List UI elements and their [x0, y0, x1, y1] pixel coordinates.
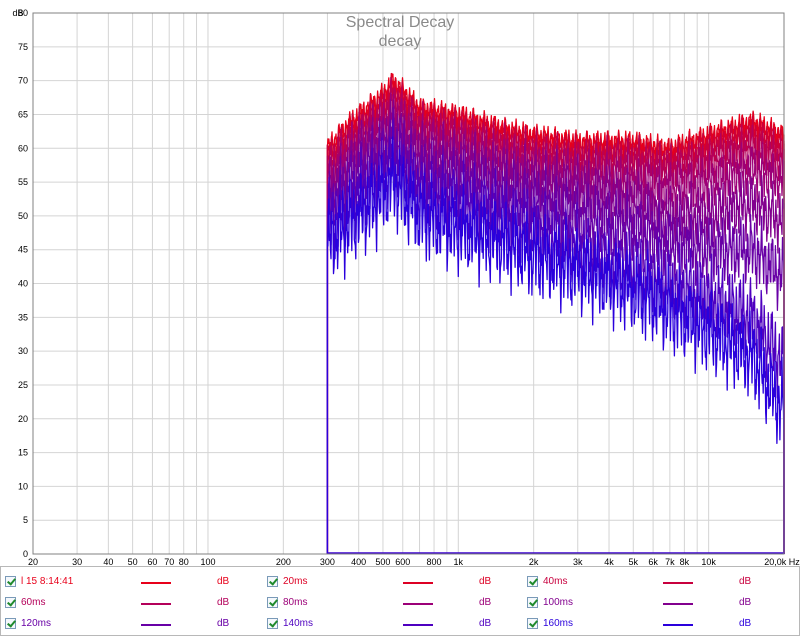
x-tick-label: 3k	[573, 557, 583, 566]
y-tick-label: 15	[18, 448, 28, 458]
legend-item[interactable]: 120ms dB	[5, 614, 255, 634]
x-tick-label: 800	[427, 557, 442, 566]
x-tick-label: 10k	[701, 557, 716, 566]
y-tick-label: 55	[18, 177, 28, 187]
legend-item[interactable]: 140ms dB	[267, 614, 517, 634]
y-tick-label: 25	[18, 380, 28, 390]
y-tick-label: 20	[18, 414, 28, 424]
x-tick-label: 1k	[454, 557, 464, 566]
plot-frame	[32, 12, 785, 555]
legend-checkbox[interactable]	[527, 618, 538, 629]
legend-item-label: 60ms	[21, 597, 46, 608]
legend-unit: dB	[217, 618, 230, 629]
legend-line-swatch	[663, 603, 693, 605]
x-tick-label: 500	[375, 557, 390, 566]
x-tick-label: 20,0k Hz	[764, 557, 800, 566]
y-tick-label: 10	[18, 481, 28, 491]
legend-item[interactable]: 20ms dB	[267, 572, 517, 592]
x-tick-label: 40	[103, 557, 113, 566]
chart-subtitle: decay	[379, 33, 422, 50]
legend-line-swatch	[663, 582, 693, 584]
series-line	[326, 77, 785, 554]
legend-line-swatch	[403, 603, 433, 605]
x-tick-label: 4k	[604, 557, 614, 566]
legend-unit: dB	[739, 618, 752, 629]
series-line	[326, 107, 785, 554]
series-line	[326, 76, 785, 554]
x-tick-label: 2k	[529, 557, 539, 566]
x-tick-label: 600	[395, 557, 410, 566]
legend-line-swatch	[141, 582, 171, 584]
legend-unit: dB	[217, 576, 230, 587]
y-axis-ticks: 0 5 10 15 20 25 30 35 40 45 50 55 60 65 70 75 80	[18, 8, 28, 559]
legend-unit: dB	[479, 576, 492, 587]
y-axis-label: dB	[12, 8, 23, 18]
x-tick-label: 200	[276, 557, 291, 566]
x-axis-ticks: 20 30 40 50 60 70 80 100 200 300 400 500 600 800 1k 2k 3…	[28, 557, 800, 566]
legend-checkbox[interactable]	[527, 597, 538, 608]
y-tick-label: 45	[18, 245, 28, 255]
y-tick-label: 5	[23, 515, 28, 525]
x-tick-label: 50	[128, 557, 138, 566]
legend-line-swatch	[403, 624, 433, 626]
x-tick-label: 5k	[629, 557, 639, 566]
legend-item[interactable]: 60ms dB	[5, 593, 255, 613]
y-tick-label: 70	[18, 76, 28, 86]
y-tick-label: 75	[18, 42, 28, 52]
x-tick-label: 400	[351, 557, 366, 566]
x-tick-label: 80	[179, 557, 189, 566]
legend-line-swatch	[403, 582, 433, 584]
x-tick-label: 7k	[665, 557, 675, 566]
legend-unit: dB	[479, 597, 492, 608]
y-tick-label: 50	[18, 211, 28, 221]
legend-line-swatch	[663, 624, 693, 626]
legend-checkbox[interactable]	[527, 576, 538, 587]
spectral-decay-chart: 0 5 10 15 20 25 30 35 40 45 50 55 60 65 70 75 80 20 30 40 5…	[12, 8, 800, 566]
x-tick-label: 100	[200, 557, 215, 566]
legend-item[interactable]: 100ms dB	[527, 593, 777, 613]
x-tick-label: 6k	[648, 557, 658, 566]
legend-item[interactable]: 160ms dB	[527, 614, 777, 634]
legend-item-label: 160ms	[543, 618, 574, 629]
x-tick-label: 70	[164, 557, 174, 566]
y-tick-label: 60	[18, 143, 28, 153]
legend-checkbox[interactable]	[267, 576, 278, 587]
legend-item-label: 40ms	[543, 576, 568, 587]
x-tick-label: 60	[147, 557, 157, 566]
y-tick-label: 30	[18, 346, 28, 356]
legend: l 15 8:14:41 dB 20ms dB 40ms dB 60ms dB 80ms dB 10…	[0, 566, 800, 636]
legend-checkbox[interactable]	[5, 576, 16, 587]
y-tick-label: 0	[23, 549, 28, 559]
legend-item[interactable]: 40ms dB	[527, 572, 777, 592]
legend-checkbox[interactable]	[5, 618, 16, 629]
legend-item[interactable]: l 15 8:14:41 dB	[5, 572, 255, 592]
series-line	[326, 136, 785, 554]
legend-checkbox[interactable]	[267, 597, 278, 608]
y-tick-label: 80	[18, 8, 28, 18]
x-tick-label: 30	[72, 557, 82, 566]
legend-item-label: l 15 8:14:41	[21, 576, 74, 587]
y-tick-label: 65	[18, 109, 28, 119]
legend-unit: dB	[739, 576, 752, 587]
legend-item-label: 80ms	[283, 597, 308, 608]
x-tick-label: 20	[28, 557, 38, 566]
x-tick-label: 300	[320, 557, 335, 566]
legend-checkbox[interactable]	[267, 618, 278, 629]
legend-item-label: 120ms	[21, 618, 52, 629]
legend-unit: dB	[479, 618, 492, 629]
x-tick-label: 8k	[680, 557, 690, 566]
legend-checkbox[interactable]	[5, 597, 16, 608]
legend-unit: dB	[217, 597, 230, 608]
legend-item-label: 100ms	[543, 597, 574, 608]
chart-title: Spectral Decay	[346, 14, 455, 31]
legend-unit: dB	[739, 597, 752, 608]
legend-item[interactable]: 80ms dB	[267, 593, 517, 613]
y-tick-label: 40	[18, 279, 28, 289]
legend-item-label: 140ms	[283, 618, 314, 629]
legend-line-swatch	[141, 624, 171, 626]
legend-line-swatch	[141, 603, 171, 605]
y-tick-label: 35	[18, 312, 28, 322]
series-layer	[326, 72, 785, 554]
legend-item-label: 20ms	[283, 576, 308, 587]
